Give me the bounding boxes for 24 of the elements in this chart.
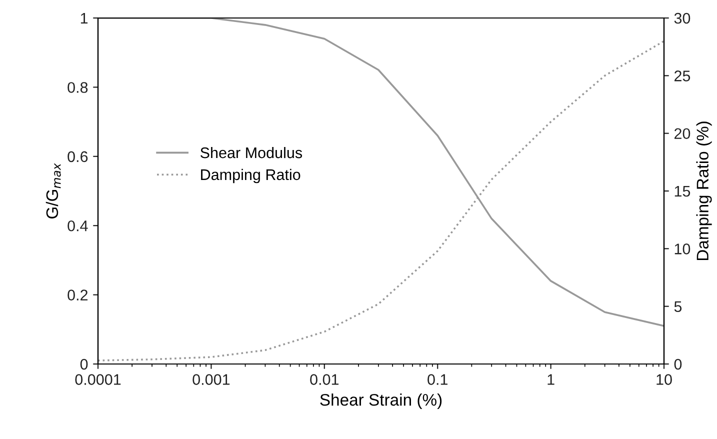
x-tick-label: 0.0001 — [75, 374, 121, 385]
y-tick-label: 1 — [80, 13, 88, 24]
y2-tick-label: 15 — [674, 186, 690, 197]
legend-label: Damping Ratio — [201, 168, 300, 184]
legend-label: Shear Modulus — [200, 146, 302, 158]
y-tick-label: 0.8 — [68, 82, 88, 93]
y2-tick-label: 30 — [674, 12, 690, 24]
y-axis-title: G/G$_{max}$ — [46, 163, 61, 218]
x-tick-label: 0.01 — [310, 374, 339, 385]
y2-tick-label: 10 — [674, 244, 690, 254]
y2-tick-label: 0 — [674, 358, 682, 370]
y2-axis-title: Damping Ratio (%) — [696, 122, 712, 260]
y-tick-label: 0.4 — [68, 220, 88, 232]
y-tick-label: 0.6 — [68, 151, 88, 162]
y-tick-label: 0.2 — [68, 290, 88, 300]
y2-tick-label: 5 — [674, 301, 682, 312]
y2-tick-label: 25 — [674, 70, 690, 82]
x-tick-label: 0.001 — [192, 374, 230, 385]
x-tick-label: 1 — [548, 374, 554, 385]
x-tick-label: 10 — [656, 374, 672, 385]
x-tick-label: 0.1 — [428, 374, 448, 385]
y2-tick-label: 20 — [674, 128, 690, 140]
y-tick-label: 0 — [80, 358, 88, 370]
x-axis-title: Shear Strain (%) — [320, 394, 442, 410]
